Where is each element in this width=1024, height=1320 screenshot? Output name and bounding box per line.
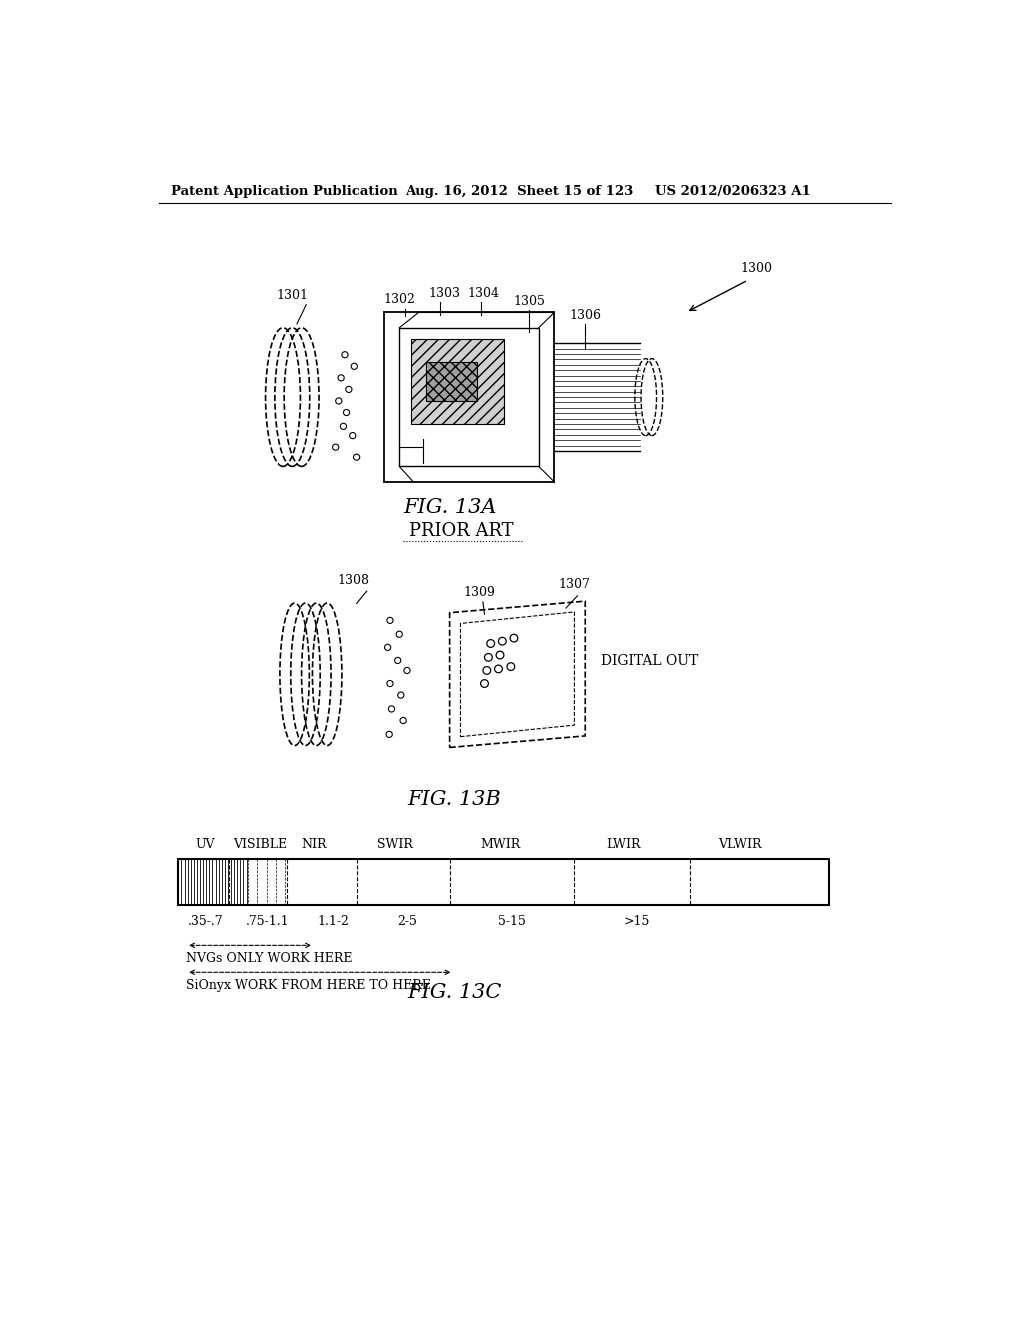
Bar [384,313,554,482]
Bar [399,327,539,466]
Text: FIG. 13A: FIG. 13A [403,498,497,516]
Text: NIR: NIR [301,838,327,850]
Text: VISIBLE: VISIBLE [232,838,287,850]
Text: 1309: 1309 [464,586,496,599]
Bar [411,339,504,424]
Text: VLWIR: VLWIR [719,838,762,850]
Text: SiOnyx WORK FROM HERE TO HERE: SiOnyx WORK FROM HERE TO HERE [186,979,431,993]
Text: FIG. 13B: FIG. 13B [407,791,501,809]
Text: FIG. 13C: FIG. 13C [407,982,502,1002]
Text: 1301: 1301 [276,289,309,301]
Text: SWIR: SWIR [378,838,414,850]
Text: 5-15: 5-15 [498,915,525,928]
Text: DIGITAL OUT: DIGITAL OUT [601,655,698,668]
Text: Patent Application Publication: Patent Application Publication [171,185,397,198]
Bar [426,363,477,401]
Text: 1302: 1302 [384,293,416,306]
Text: 1303: 1303 [429,286,461,300]
Text: Aug. 16, 2012  Sheet 15 of 123: Aug. 16, 2012 Sheet 15 of 123 [406,185,634,198]
Text: US 2012/0206323 A1: US 2012/0206323 A1 [655,185,811,198]
Text: NVGs ONLY WORK HERE: NVGs ONLY WORK HERE [186,952,352,965]
Text: 1306: 1306 [569,309,602,322]
Bar [178,859,829,906]
Text: UV: UV [196,838,215,850]
Text: 1307: 1307 [558,578,590,591]
Text: 1300: 1300 [740,263,772,276]
Text: >15: >15 [624,915,650,928]
Text: 1305: 1305 [513,294,545,308]
Text: 1304: 1304 [467,286,500,300]
Text: .75-1.1: .75-1.1 [246,915,290,928]
Text: 1308: 1308 [337,574,370,587]
Text: 1.1-2: 1.1-2 [317,915,349,928]
Text: .35-.7: .35-.7 [187,915,223,928]
Text: PRIOR ART: PRIOR ART [409,521,513,540]
Text: LWIR: LWIR [607,838,641,850]
Text: MWIR: MWIR [480,838,520,850]
Text: 2-5: 2-5 [397,915,417,928]
